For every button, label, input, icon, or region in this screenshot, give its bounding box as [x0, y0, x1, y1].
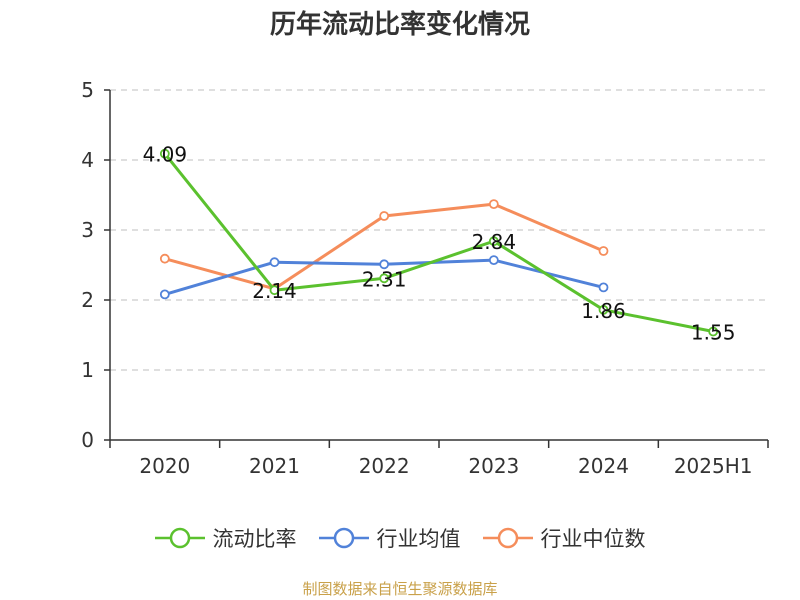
- y-tick-label: 4: [81, 148, 94, 172]
- data-point: [598, 282, 609, 293]
- data-point: [598, 246, 609, 256]
- series-line: [163, 152, 714, 333]
- data-point: [379, 259, 390, 270]
- data-point: [159, 148, 170, 159]
- data-point: [488, 236, 499, 247]
- data-label: 1.55: [691, 321, 736, 345]
- data-point: [598, 304, 609, 315]
- data-point: [159, 253, 170, 264]
- data-point: [379, 273, 390, 284]
- x-tick-label: 2020: [139, 454, 190, 478]
- y-tick-label: 2: [81, 288, 94, 312]
- data-label: 2.31: [362, 267, 407, 291]
- x-tick-label: 2025H1: [674, 454, 753, 478]
- legend-label-industry-mean: 行业均值: [376, 527, 461, 551]
- x-tick-label: 2024: [578, 454, 629, 478]
- y-tick-label: 1: [81, 358, 94, 382]
- y-tick-label: 3: [81, 218, 94, 242]
- legend-item-current-ratio[interactable]: 流动比率: [154, 523, 297, 553]
- data-label: 1.86: [581, 299, 626, 323]
- data-point: [269, 285, 280, 296]
- legend-item-industry-median[interactable]: 行业中位数: [482, 523, 646, 553]
- legend-marker-current-ratio: [154, 527, 205, 549]
- legend-marker-industry-mean: [318, 527, 369, 549]
- x-tick-label: 2021: [249, 454, 300, 478]
- data-label: 4.09: [143, 143, 188, 167]
- chart-title: 历年流动比率变化情况: [269, 10, 530, 40]
- data-point: [488, 199, 499, 210]
- legend-label-industry-median: 行业中位数: [540, 527, 646, 551]
- x-tick-label: 2022: [359, 454, 410, 478]
- legend-marker-industry-median: [482, 527, 533, 549]
- x-tick-label: 2023: [468, 454, 519, 478]
- data-point: [708, 326, 719, 337]
- data-source-note: 制图数据来自恒生聚源数据库: [302, 580, 498, 598]
- legend-item-industry-mean[interactable]: 行业均值: [318, 523, 461, 553]
- chart-legend: 流动比率 行业均值 行业中位数: [0, 520, 800, 556]
- legend-label-current-ratio: 流动比率: [212, 527, 297, 551]
- y-tick-label: 5: [81, 78, 94, 102]
- data-point: [488, 255, 499, 266]
- data-point: [159, 289, 170, 300]
- y-tick-label: 0: [81, 428, 94, 452]
- data-point: [269, 257, 280, 268]
- data-point: [379, 211, 390, 221]
- data-label: 2.84: [472, 230, 517, 254]
- data-label: 2.14: [252, 279, 297, 303]
